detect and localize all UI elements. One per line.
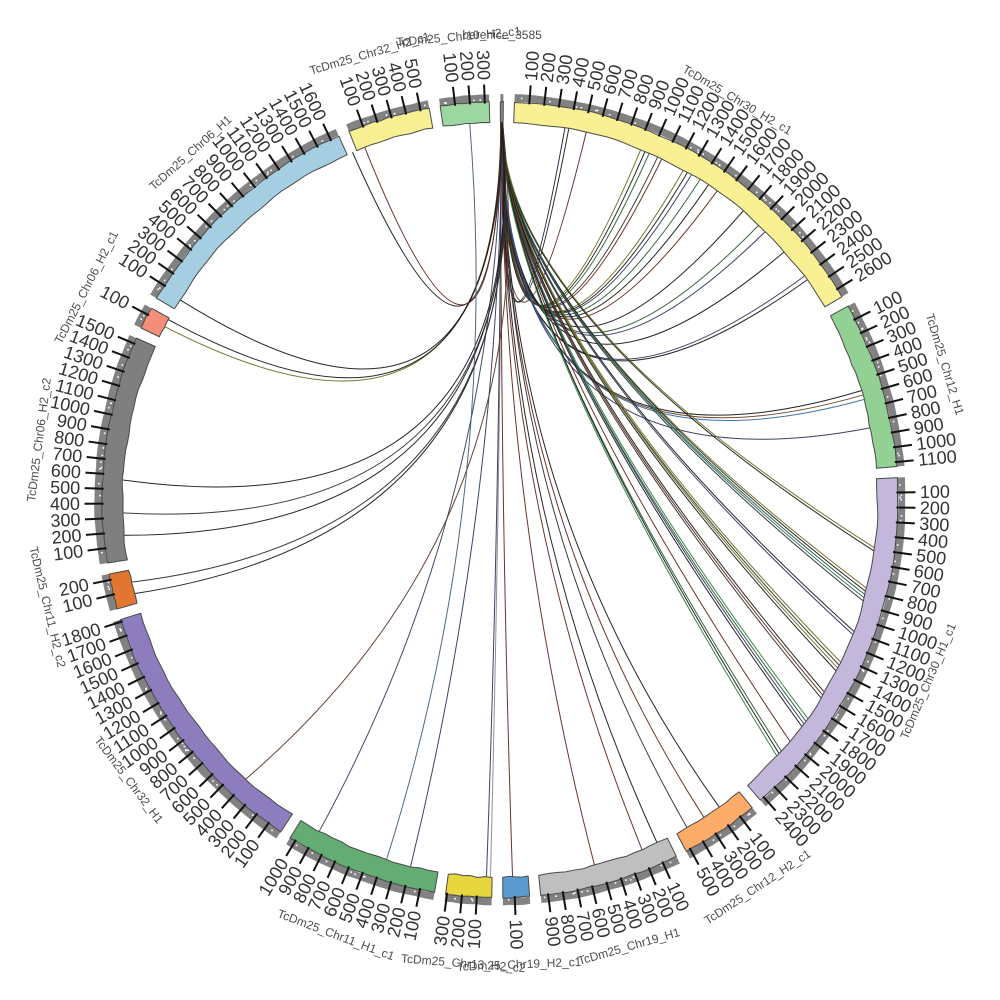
svg-text:900: 900 <box>912 414 945 439</box>
svg-text:berenice_3585: berenice_3585 <box>462 28 542 42</box>
svg-text:300: 300 <box>552 53 576 86</box>
svg-text:600: 600 <box>912 561 945 586</box>
svg-text:200: 200 <box>51 525 83 547</box>
svg-text:300: 300 <box>50 510 81 531</box>
svg-text:100: 100 <box>521 50 543 81</box>
svg-text:900: 900 <box>541 915 564 947</box>
svg-text:800: 800 <box>53 427 86 451</box>
svg-text:500: 500 <box>915 545 947 569</box>
svg-text:800: 800 <box>557 913 582 946</box>
svg-text:100: 100 <box>52 541 84 565</box>
svg-text:1100: 1100 <box>917 446 957 470</box>
svg-text:100: 100 <box>464 918 486 949</box>
svg-text:300: 300 <box>430 915 454 947</box>
svg-text:500: 500 <box>50 477 81 498</box>
svg-text:200: 200 <box>920 498 950 519</box>
svg-text:400: 400 <box>50 494 80 514</box>
svg-text:600: 600 <box>50 460 81 482</box>
svg-text:100: 100 <box>920 482 950 503</box>
svg-text:700: 700 <box>51 444 83 467</box>
svg-text:200: 200 <box>456 50 478 81</box>
svg-text:200: 200 <box>447 917 470 949</box>
svg-text:100: 100 <box>506 919 527 950</box>
svg-text:400: 400 <box>917 529 949 552</box>
svg-text:100: 100 <box>439 51 462 83</box>
svg-text:200: 200 <box>537 51 560 83</box>
svg-text:TcDm25_Chr19_H2_c1: TcDm25_Chr19_H2_c1 <box>456 955 582 974</box>
svg-text:300: 300 <box>473 50 494 81</box>
svg-text:300: 300 <box>919 514 950 536</box>
